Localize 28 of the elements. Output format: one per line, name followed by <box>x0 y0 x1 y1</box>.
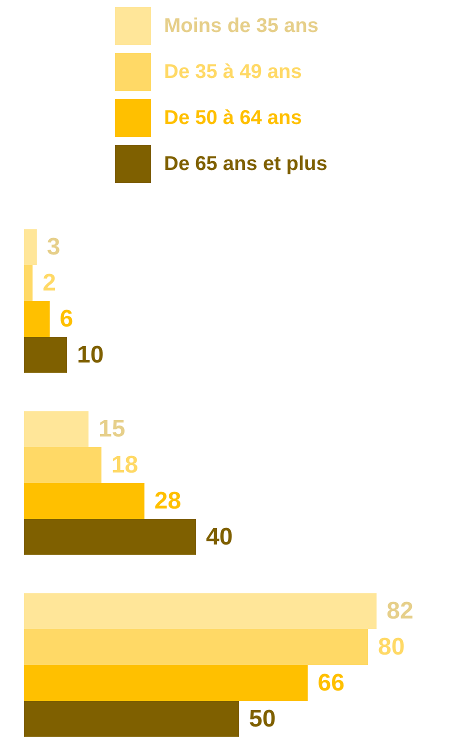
bar <box>24 265 33 301</box>
legend-label: De 50 à 64 ans <box>164 107 302 129</box>
legend-label: Moins de 35 ans <box>164 15 318 37</box>
data-label: 2 <box>42 270 56 297</box>
data-label: 18 <box>111 452 138 479</box>
bar <box>24 593 377 630</box>
data-label: 50 <box>249 705 276 732</box>
bar <box>24 301 50 337</box>
legend-label: De 35 à 49 ans <box>164 61 302 83</box>
data-label: 3 <box>46 234 60 261</box>
bar <box>24 336 67 373</box>
data-label: 40 <box>206 523 233 550</box>
bar <box>24 700 239 737</box>
bar <box>24 483 144 519</box>
bar <box>24 447 102 483</box>
bar <box>24 229 37 266</box>
bar <box>24 518 196 555</box>
bar <box>24 665 308 701</box>
bar <box>24 411 88 448</box>
data-label: 10 <box>77 341 104 368</box>
data-label: 66 <box>318 669 345 696</box>
data-label: 6 <box>60 305 74 332</box>
data-label: 80 <box>378 634 405 661</box>
bar <box>24 629 368 665</box>
data-label: 15 <box>98 416 126 443</box>
legend-label: De 65 ans et plus <box>164 153 328 175</box>
data-label: 28 <box>154 487 182 514</box>
data-label: 82 <box>386 598 414 625</box>
